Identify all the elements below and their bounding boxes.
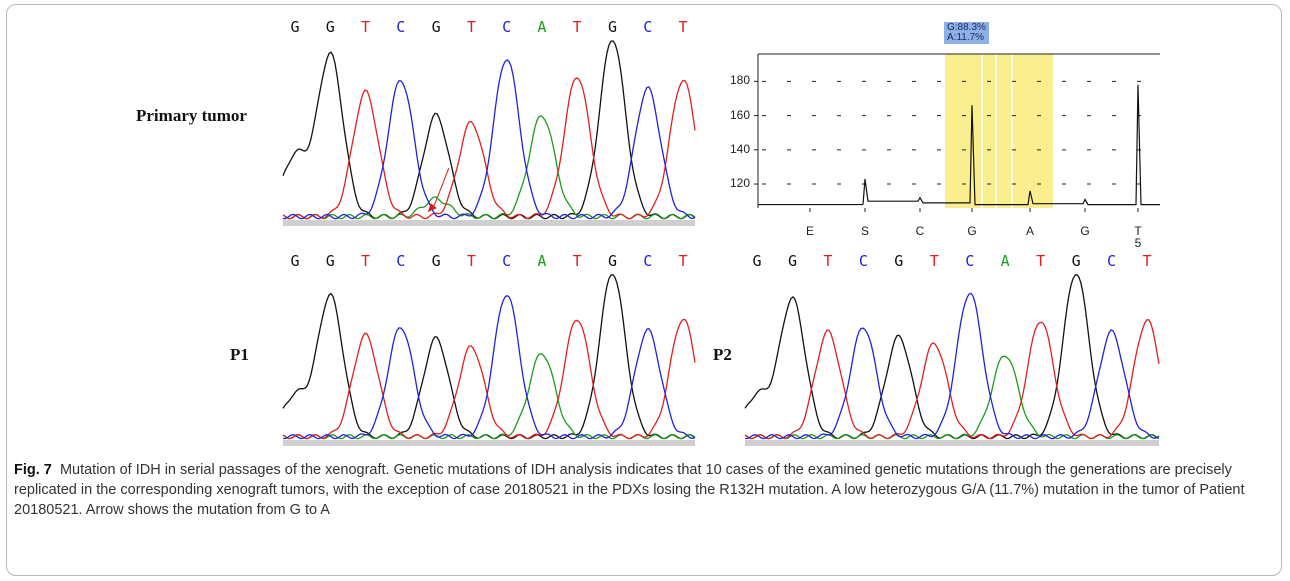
base-call-C: C: [858, 252, 868, 270]
base-call-C: C: [1107, 252, 1117, 270]
trace-plot: [282, 274, 696, 446]
analysis-highlight: [945, 54, 1053, 208]
trace-line-T: [282, 77, 696, 220]
base-call-C: C: [643, 18, 653, 36]
y-tick-label: 160: [729, 107, 750, 122]
base-call-T: T: [1036, 252, 1046, 270]
base-call-G: G: [752, 252, 762, 270]
base-call-T: T: [361, 252, 371, 270]
dispensation-label: G: [1080, 224, 1090, 238]
trace-plot: [744, 273, 1160, 446]
base-call-G: G: [894, 252, 904, 270]
base-call-C: C: [396, 18, 406, 36]
base-call-T: T: [823, 252, 833, 270]
trace-line-C: [282, 59, 696, 220]
trace-scrollbar: [745, 440, 1159, 446]
base-call-T: T: [361, 18, 371, 36]
pyrogram-plot: [754, 53, 1160, 212]
caption-text: Mutation of IDH in serial passages of th…: [14, 462, 1245, 518]
trace-line-C: [744, 292, 1160, 440]
trace-plot: [282, 40, 696, 226]
base-call-G: G: [325, 18, 335, 36]
dispensation-label: G: [967, 224, 977, 238]
base-call-T: T: [466, 252, 476, 270]
figure-label: Fig. 7: [14, 462, 52, 478]
allele-frequency-badge: G:88.3% A:11.7%: [944, 22, 989, 44]
base-call-T: T: [466, 18, 476, 36]
dispensation-label: C: [915, 224, 925, 238]
base-call-G: G: [431, 252, 441, 270]
trace-scrollbar: [283, 440, 695, 446]
base-call-T: T: [572, 18, 582, 36]
base-call-C: C: [965, 252, 975, 270]
trace-line-C: [282, 294, 696, 440]
base-call-C: C: [502, 252, 512, 270]
base-call-A: A: [537, 18, 547, 36]
trace-line-T: [282, 318, 696, 440]
base-call-C: C: [502, 18, 512, 36]
base-call-G: G: [290, 252, 300, 270]
dispensation-index: 5: [1134, 236, 1142, 250]
y-tick-label: 140: [729, 141, 750, 156]
trace-line-G: [744, 273, 1160, 440]
trace-line-G: [282, 40, 696, 220]
panel-label-primary: Primary tumor: [136, 106, 247, 125]
base-call-G: G: [431, 18, 441, 36]
figure-caption: Fig. 7 Mutation of IDH in serial passage…: [14, 460, 1250, 520]
y-tick-label: 120: [729, 176, 750, 191]
base-call-C: C: [643, 252, 653, 270]
y-tick-label: 180: [729, 73, 750, 88]
dispensation-label: T: [1134, 224, 1142, 238]
base-call-T: T: [1142, 252, 1152, 270]
dispensation-label: A: [1025, 224, 1035, 238]
base-call-A: A: [537, 252, 547, 270]
panel-label-p1: P1: [230, 345, 249, 364]
dispensation-label: E: [805, 224, 815, 238]
base-call-T: T: [572, 252, 582, 270]
mutation-arrow: [427, 167, 450, 213]
base-call-T: T: [678, 18, 688, 36]
base-call-G: G: [787, 252, 797, 270]
figure-frame: [6, 4, 1282, 576]
base-call-G: G: [325, 252, 335, 270]
base-call-G: G: [607, 252, 617, 270]
base-call-G: G: [290, 18, 300, 36]
trace-scrollbar: [283, 220, 695, 226]
base-call-A: A: [1000, 252, 1010, 270]
pyrogram-panel: G:88.3% A:11.7% 180 160 140 120 E S C G A G T 5: [700, 20, 1170, 250]
base-call-G: G: [1071, 252, 1081, 270]
panel-label-p2: P2: [713, 345, 732, 364]
base-call-G: G: [607, 18, 617, 36]
base-call-T: T: [929, 252, 939, 270]
badge-g-frequency: G:88.3%: [947, 22, 986, 33]
trace-line-T: [744, 318, 1160, 440]
badge-a-frequency: A:11.7%: [947, 32, 985, 43]
base-call-T: T: [678, 252, 688, 270]
dispensation-label: S: [860, 224, 870, 238]
pyrogram-trace: [758, 84, 1160, 206]
trace-line-G: [282, 274, 696, 440]
base-call-C: C: [396, 252, 406, 270]
